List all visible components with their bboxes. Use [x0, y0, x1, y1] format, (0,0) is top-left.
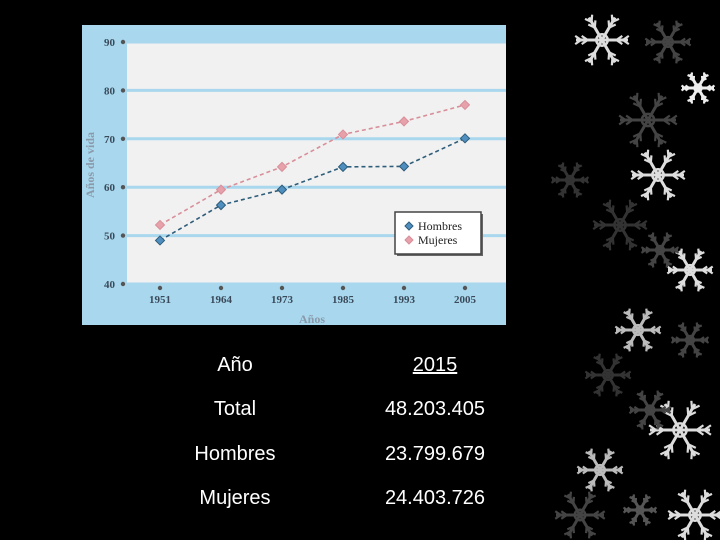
data-point: [215, 184, 227, 195]
data-point: [276, 161, 288, 173]
snowflake-icon: [667, 489, 720, 540]
snowflake-icon: [584, 353, 632, 397]
legend-marker: [404, 221, 414, 231]
y-tick-label: 50: [104, 231, 116, 243]
x-tick-label: 1993: [393, 294, 416, 306]
tick-dot: [401, 285, 407, 291]
x-tick-label: 1951: [149, 294, 171, 306]
tick-dot: [120, 281, 126, 287]
tick-dot: [340, 285, 346, 291]
tick-dot: [120, 233, 126, 238]
data-point: [459, 133, 471, 144]
y-tick-label: 80: [104, 85, 116, 97]
y-axis-label: Años de vida: [83, 132, 97, 198]
tick-dot: [279, 285, 285, 291]
y-tick-label: 90: [104, 37, 116, 49]
legend-marker: [404, 235, 414, 245]
snowflake-icon: [618, 92, 678, 148]
data-point: [215, 199, 227, 211]
snowflake-icon: [554, 491, 606, 539]
tick-dot: [120, 136, 126, 141]
tick-dot: [157, 285, 163, 291]
table-header-row: Año 2015: [150, 354, 530, 394]
legend-label: Mujeres: [418, 233, 458, 247]
y-tick-label: 60: [104, 182, 116, 194]
y-tick-label: 40: [104, 279, 116, 291]
snowflake-icon: [574, 14, 630, 66]
snowflake-icon: [576, 448, 624, 492]
table-row: Mujeres 24.403.726: [150, 487, 530, 527]
tick-dot: [120, 88, 126, 93]
data-point: [276, 184, 288, 195]
x-tick-label: 1985: [332, 294, 355, 306]
snowflake-icon: [550, 162, 590, 198]
snowflake-icon: [666, 248, 714, 292]
data-point: [337, 129, 349, 140]
snowflake-icon: [628, 390, 672, 430]
snowflake-icon: [680, 72, 716, 104]
data-point: [154, 219, 166, 231]
series-line: [159, 137, 466, 242]
y-tick-label: 70: [104, 134, 116, 146]
table-row-value: 23.799.679: [384, 443, 486, 465]
snowflake-icon: [614, 308, 662, 352]
x-axis-label: Años: [299, 312, 325, 325]
tick-dot: [120, 185, 126, 190]
tick-dot: [462, 285, 468, 291]
snowflake-icon: [622, 494, 658, 526]
table-row-value: 24.403.726: [384, 487, 486, 509]
snowflake-icon: [648, 400, 712, 460]
legend-box: [394, 211, 482, 255]
tick-dot: [120, 39, 126, 45]
tick-dot: [218, 285, 224, 291]
snowflake-icon: [644, 20, 692, 64]
table-row: Hombres 23.799.679: [150, 443, 530, 483]
chart-panel: 40 50 60 70 80 90 1951 1964 1973 1985 1993 2005 Años…: [82, 25, 506, 325]
table-header-value: 2015: [412, 354, 458, 376]
series-line: [159, 104, 466, 226]
life-expectancy-chart: 40 50 60 70 80 90 1951 1964 1973 1985 1993 2005 Años…: [83, 37, 506, 325]
data-point: [459, 99, 471, 111]
snowflake-icon: [670, 322, 710, 358]
table-row-label: Total: [213, 398, 257, 420]
data-point: [398, 116, 410, 127]
table-header-label: Año: [217, 354, 253, 376]
x-tick-label: 1973: [271, 294, 294, 306]
table-row-value: 48.203.405: [384, 398, 486, 420]
table-row: Total 48.203.405: [150, 398, 530, 438]
snowflake-decoration: [550, 14, 720, 540]
x-tick-label: 2005: [454, 294, 477, 306]
legend-label: Hombres: [418, 219, 462, 233]
x-tick-label: 1964: [210, 294, 233, 306]
data-point: [337, 161, 349, 173]
table-row-label: Mujeres: [199, 487, 271, 509]
data-point: [154, 235, 166, 246]
data-point: [398, 161, 410, 172]
snowflake-icon: [592, 199, 648, 251]
snowflake-icon: [640, 232, 680, 268]
table-row-label: Hombres: [194, 443, 276, 465]
snowflake-icon: [630, 149, 686, 201]
